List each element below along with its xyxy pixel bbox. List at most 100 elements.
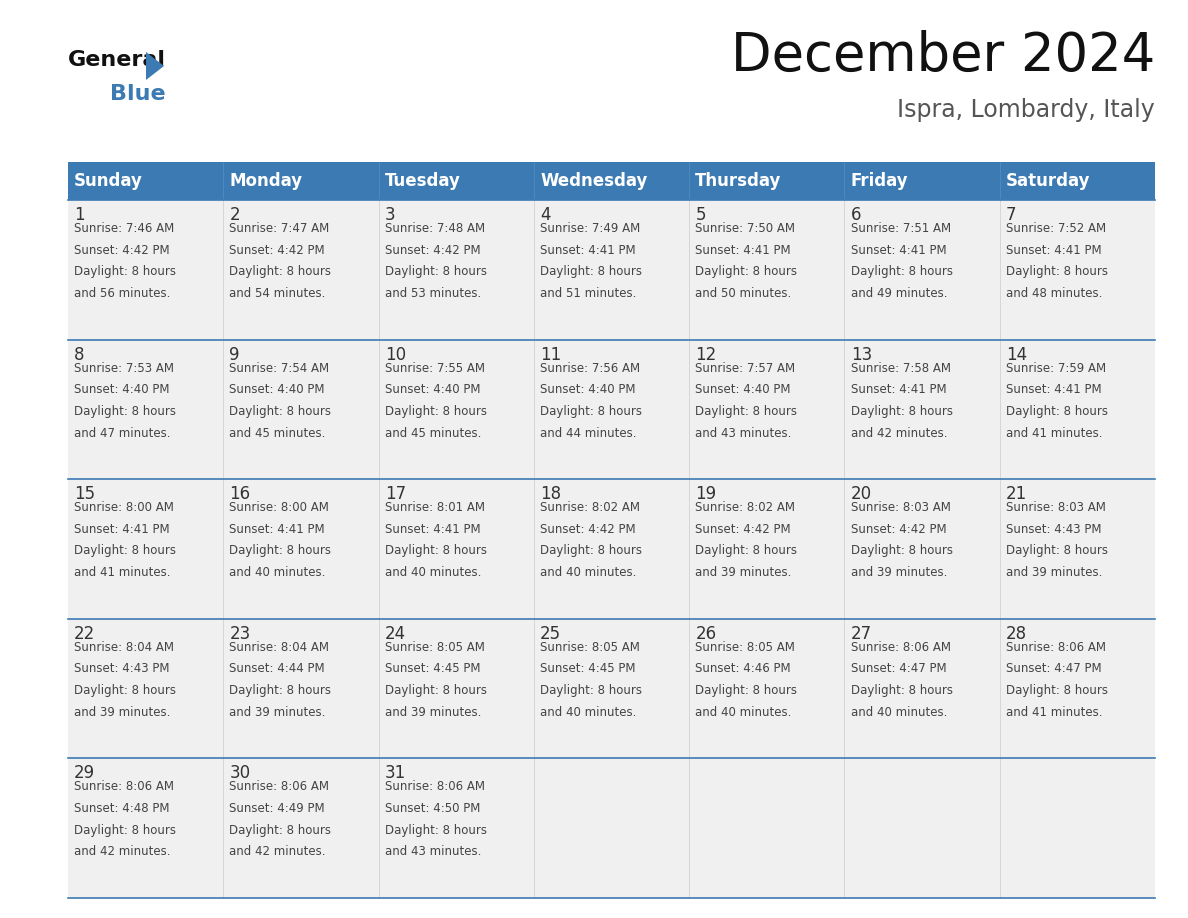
- Bar: [533, 479, 689, 619]
- Text: Daylight: 8 hours: Daylight: 8 hours: [385, 405, 487, 418]
- Text: 16: 16: [229, 486, 251, 503]
- Text: 20: 20: [851, 486, 872, 503]
- Text: Sunrise: 7:46 AM: Sunrise: 7:46 AM: [74, 222, 175, 235]
- Text: and 39 minutes.: and 39 minutes.: [1006, 566, 1102, 579]
- Text: 4: 4: [541, 206, 550, 224]
- Text: and 43 minutes.: and 43 minutes.: [385, 845, 481, 858]
- Text: 29: 29: [74, 765, 95, 782]
- Text: Daylight: 8 hours: Daylight: 8 hours: [695, 544, 797, 557]
- Text: 30: 30: [229, 765, 251, 782]
- Text: 7: 7: [1006, 206, 1017, 224]
- Text: Sunrise: 8:04 AM: Sunrise: 8:04 AM: [74, 641, 175, 654]
- Text: and 48 minutes.: and 48 minutes.: [1006, 287, 1102, 300]
- Text: 28: 28: [1006, 625, 1028, 643]
- Text: Sunrise: 8:06 AM: Sunrise: 8:06 AM: [74, 780, 175, 793]
- Text: 6: 6: [851, 206, 861, 224]
- Text: Sunset: 4:42 PM: Sunset: 4:42 PM: [541, 523, 636, 536]
- Text: Sunset: 4:42 PM: Sunset: 4:42 PM: [74, 243, 170, 257]
- Bar: [845, 619, 1000, 758]
- Text: Tuesday: Tuesday: [385, 172, 461, 190]
- Text: Daylight: 8 hours: Daylight: 8 hours: [541, 544, 642, 557]
- Text: Sunset: 4:47 PM: Sunset: 4:47 PM: [1006, 663, 1101, 676]
- Text: and 41 minutes.: and 41 minutes.: [1006, 427, 1102, 440]
- Text: Sunset: 4:50 PM: Sunset: 4:50 PM: [385, 802, 480, 815]
- Text: 23: 23: [229, 625, 251, 643]
- Text: Daylight: 8 hours: Daylight: 8 hours: [851, 405, 953, 418]
- Text: and 39 minutes.: and 39 minutes.: [385, 706, 481, 719]
- Text: Sunset: 4:41 PM: Sunset: 4:41 PM: [385, 523, 480, 536]
- Text: Daylight: 8 hours: Daylight: 8 hours: [229, 823, 331, 836]
- Bar: [845, 162, 1000, 200]
- Bar: [845, 200, 1000, 340]
- Bar: [845, 479, 1000, 619]
- Text: 14: 14: [1006, 345, 1028, 364]
- Text: Daylight: 8 hours: Daylight: 8 hours: [1006, 405, 1108, 418]
- Text: 15: 15: [74, 486, 95, 503]
- Text: Sunset: 4:41 PM: Sunset: 4:41 PM: [695, 243, 791, 257]
- Bar: [1000, 479, 1155, 619]
- Text: Sunrise: 7:50 AM: Sunrise: 7:50 AM: [695, 222, 795, 235]
- Bar: [379, 479, 533, 619]
- Text: Sunset: 4:48 PM: Sunset: 4:48 PM: [74, 802, 170, 815]
- Text: Daylight: 8 hours: Daylight: 8 hours: [1006, 544, 1108, 557]
- Text: Sunrise: 7:53 AM: Sunrise: 7:53 AM: [74, 362, 175, 375]
- Text: and 44 minutes.: and 44 minutes.: [541, 427, 637, 440]
- Text: Daylight: 8 hours: Daylight: 8 hours: [385, 265, 487, 278]
- Text: Sunset: 4:42 PM: Sunset: 4:42 PM: [229, 243, 326, 257]
- Bar: [379, 340, 533, 479]
- Text: Sunset: 4:45 PM: Sunset: 4:45 PM: [541, 663, 636, 676]
- Bar: [689, 200, 845, 340]
- Text: and 42 minutes.: and 42 minutes.: [851, 427, 947, 440]
- Bar: [223, 340, 379, 479]
- Bar: [1000, 340, 1155, 479]
- Bar: [689, 619, 845, 758]
- Text: Sunrise: 8:06 AM: Sunrise: 8:06 AM: [229, 780, 329, 793]
- Text: and 43 minutes.: and 43 minutes.: [695, 427, 791, 440]
- Text: Daylight: 8 hours: Daylight: 8 hours: [851, 265, 953, 278]
- Text: Sunrise: 7:55 AM: Sunrise: 7:55 AM: [385, 362, 485, 375]
- Text: Sunset: 4:44 PM: Sunset: 4:44 PM: [229, 663, 326, 676]
- Text: 21: 21: [1006, 486, 1028, 503]
- Bar: [845, 758, 1000, 898]
- Text: and 39 minutes.: and 39 minutes.: [229, 706, 326, 719]
- Text: 8: 8: [74, 345, 84, 364]
- Text: Blue: Blue: [110, 84, 165, 104]
- Bar: [68, 479, 223, 619]
- Text: 11: 11: [541, 345, 561, 364]
- Text: and 50 minutes.: and 50 minutes.: [695, 287, 791, 300]
- Text: Sunrise: 7:58 AM: Sunrise: 7:58 AM: [851, 362, 950, 375]
- Text: Sunrise: 8:05 AM: Sunrise: 8:05 AM: [541, 641, 640, 654]
- Text: Sunset: 4:40 PM: Sunset: 4:40 PM: [385, 383, 480, 397]
- Text: 27: 27: [851, 625, 872, 643]
- Text: Daylight: 8 hours: Daylight: 8 hours: [229, 405, 331, 418]
- Text: Sunset: 4:43 PM: Sunset: 4:43 PM: [74, 663, 170, 676]
- Text: Sunrise: 7:57 AM: Sunrise: 7:57 AM: [695, 362, 796, 375]
- Text: Sunset: 4:41 PM: Sunset: 4:41 PM: [229, 523, 326, 536]
- Text: and 40 minutes.: and 40 minutes.: [541, 706, 637, 719]
- Text: and 45 minutes.: and 45 minutes.: [229, 427, 326, 440]
- Text: 22: 22: [74, 625, 95, 643]
- Text: Daylight: 8 hours: Daylight: 8 hours: [851, 544, 953, 557]
- Text: 17: 17: [385, 486, 406, 503]
- Bar: [379, 162, 533, 200]
- Text: 18: 18: [541, 486, 561, 503]
- Text: and 42 minutes.: and 42 minutes.: [229, 845, 326, 858]
- Text: Sunrise: 8:06 AM: Sunrise: 8:06 AM: [1006, 641, 1106, 654]
- Text: Sunset: 4:43 PM: Sunset: 4:43 PM: [1006, 523, 1101, 536]
- Bar: [533, 758, 689, 898]
- Text: General: General: [68, 50, 166, 70]
- Text: and 40 minutes.: and 40 minutes.: [695, 706, 791, 719]
- Text: Saturday: Saturday: [1006, 172, 1091, 190]
- Text: and 54 minutes.: and 54 minutes.: [229, 287, 326, 300]
- Text: Daylight: 8 hours: Daylight: 8 hours: [385, 684, 487, 697]
- Text: Daylight: 8 hours: Daylight: 8 hours: [385, 544, 487, 557]
- Text: Sunrise: 8:06 AM: Sunrise: 8:06 AM: [385, 780, 485, 793]
- Text: and 47 minutes.: and 47 minutes.: [74, 427, 171, 440]
- Text: 5: 5: [695, 206, 706, 224]
- Text: Sunrise: 7:49 AM: Sunrise: 7:49 AM: [541, 222, 640, 235]
- Text: and 53 minutes.: and 53 minutes.: [385, 287, 481, 300]
- Bar: [845, 340, 1000, 479]
- Text: Sunrise: 8:04 AM: Sunrise: 8:04 AM: [229, 641, 329, 654]
- Text: 12: 12: [695, 345, 716, 364]
- Bar: [689, 340, 845, 479]
